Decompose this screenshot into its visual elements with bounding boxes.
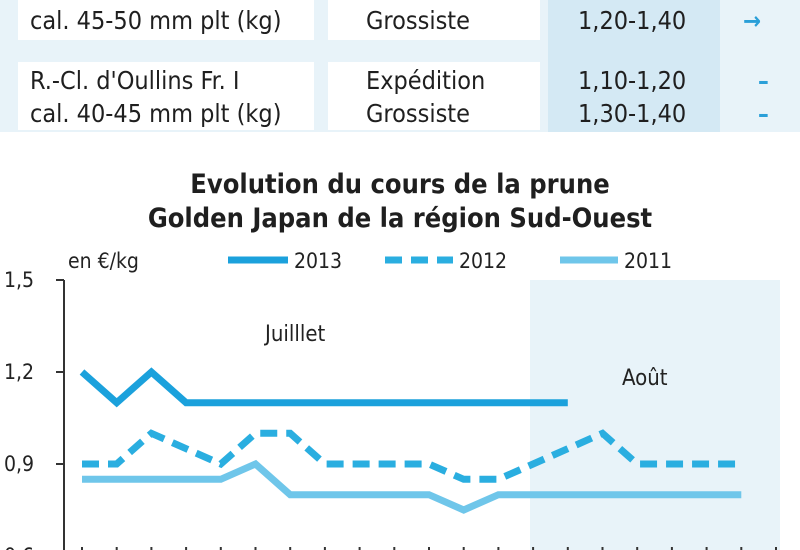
line-chart: 0,6 0,9 1,2 1,5 en €/kg Juilllet Août 2013 2012 2…	[4, 249, 780, 550]
trend-arrow-icon: →	[743, 7, 762, 35]
table-row-2-stage-1: Expédition	[366, 66, 486, 95]
table-row-2-product-line-1: R.-Cl. d'Oullins Fr. I	[30, 66, 240, 95]
period-label-july: Juilllet	[263, 322, 326, 347]
chart-title-line-2: Golden Japan de la région Sud-Ouest	[147, 203, 653, 234]
table-row-1-product-line-2: cal. 45-50 mm plt (kg)	[30, 6, 282, 35]
y-tick-label: 0,6	[4, 544, 34, 550]
series-line-2013	[79, 367, 568, 408]
y-tick-label: 0,9	[4, 452, 34, 476]
legend-label-2012: 2012	[459, 249, 507, 273]
table-row-2-stage-2: Grossiste	[366, 99, 470, 128]
table-cell-bg	[328, 0, 540, 40]
table-row-1-stage-2: Grossiste	[366, 6, 470, 35]
y-axis-label: en €/kg	[68, 249, 139, 273]
table-row-2-price-1: 1,10-1,20	[578, 66, 687, 95]
series-line-2011	[82, 459, 742, 514]
table-row-2-product-line-2: cal. 40-45 mm plt (kg)	[30, 99, 282, 128]
table-cell-bg	[18, 0, 314, 40]
august-shaded-region	[530, 280, 780, 550]
chart-title-line-1: Evolution du cours de la prune	[190, 169, 610, 200]
legend-label-2013: 2013	[294, 249, 342, 273]
table-row-1-price-2: 1,20-1,40	[578, 6, 687, 35]
period-label-august: Août	[622, 366, 668, 391]
y-tick-label: 1,2	[4, 360, 34, 384]
table-cell-bg	[328, 62, 540, 130]
legend-label-2011: 2011	[624, 249, 672, 273]
trend-stable-icon: –	[758, 67, 769, 95]
price-column-band	[548, 0, 720, 132]
price-table: cal. 45-50 mm plt (kg) Grossiste 1,20-1,…	[0, 0, 800, 132]
y-tick-label: 1,5	[4, 268, 34, 292]
trend-stable-icon: –	[758, 100, 769, 128]
series-line-2012	[82, 429, 742, 483]
table-row-2-price-2: 1,30-1,40	[578, 99, 687, 128]
table-cell-bg	[18, 62, 314, 130]
